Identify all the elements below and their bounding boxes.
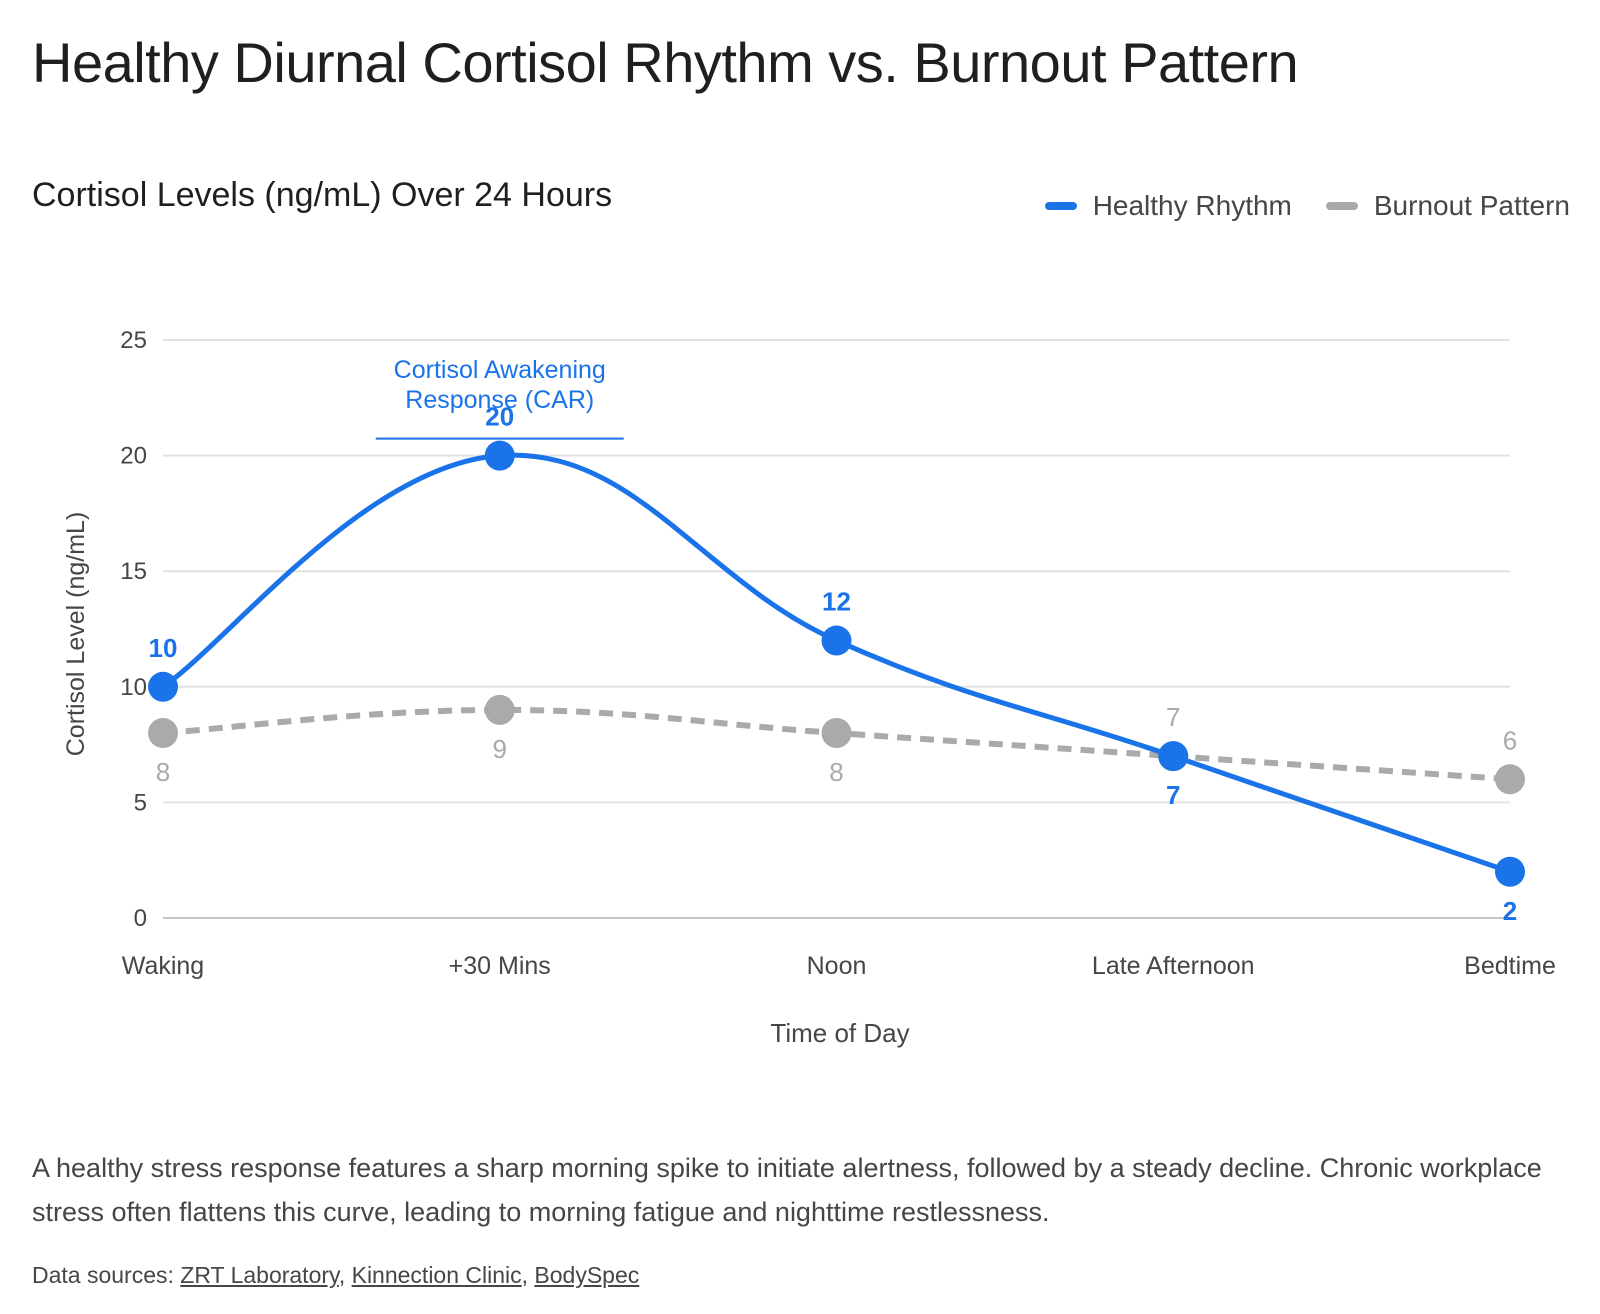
line-chart: 0 5 10 15 20 25 Waking +30 Mins Noon Late Aftern…: [62, 327, 1556, 1048]
series-line-healthy: [161, 452, 1511, 875]
x-axis-title: Time of Day: [770, 1018, 909, 1048]
source-link-zrt[interactable]: ZRT Laboratory: [180, 1262, 339, 1288]
x-tick-label: Waking: [122, 952, 204, 980]
data-point-burnout[interactable]: [1495, 764, 1525, 795]
data-sources: Data sources: ZRT Laboratory, Kinnection…: [32, 1262, 639, 1289]
data-point-burnout[interactable]: [148, 718, 178, 749]
y-tick-label: 10: [120, 674, 147, 701]
data-label-healthy: 7: [1166, 780, 1180, 810]
y-tick-label: 20: [120, 443, 147, 470]
legend-label-burnout: Burnout Pattern: [1373, 190, 1570, 221]
x-tick-label: Bedtime: [1464, 952, 1556, 980]
data-point-healthy[interactable]: [148, 671, 178, 702]
data-point-healthy[interactable]: [821, 625, 852, 656]
legend-item-healthy[interactable]: Healthy Rhythm: [1044, 190, 1292, 222]
data-point-healthy[interactable]: [484, 440, 515, 471]
y-tick-label: 5: [134, 789, 147, 816]
legend-item-burnout[interactable]: Burnout Pattern: [1325, 190, 1570, 222]
chart-caption: A healthy stress response features a sha…: [32, 1153, 1542, 1227]
data-label-burnout: 6: [1503, 725, 1517, 755]
data-label-burnout: 8: [829, 757, 843, 787]
x-tick-label: +30 Mins: [449, 952, 551, 980]
x-tick-label: Noon: [807, 952, 867, 980]
data-label-healthy: 12: [822, 587, 851, 617]
y-axis-title: Cortisol Level (ng/mL): [62, 512, 90, 757]
x-tick-label: Late Afternoon: [1092, 952, 1255, 980]
data-label-healthy: 10: [149, 633, 178, 663]
data-point-burnout[interactable]: [484, 694, 515, 725]
legend-label-healthy: Healthy Rhythm: [1092, 190, 1292, 221]
chart-title: Healthy Diurnal Cortisol Rhythm vs. Burn…: [32, 31, 1299, 94]
data-label-burnout: 9: [493, 734, 507, 764]
legend-swatch-burnout: [1325, 202, 1358, 210]
data-labels: 10 20 12 7 2 8 9 8 7 6: [149, 402, 1518, 926]
series-lines: [161, 452, 1511, 875]
data-label-burnout: 7: [1166, 702, 1180, 732]
y-tick-label: 15: [120, 558, 147, 585]
sources-prefix: Data sources:: [32, 1262, 181, 1288]
annotation-text: Cortisol Awakening: [394, 356, 606, 384]
data-label-healthy: 2: [1503, 896, 1517, 926]
legend: Healthy Rhythm Burnout Pattern: [1044, 190, 1570, 222]
y-tick-label: 25: [120, 327, 147, 354]
source-link-kinnection[interactable]: Kinnection Clinic: [351, 1262, 522, 1288]
x-axis-ticks: Waking +30 Mins Noon Late Afternoon Bedtime: [122, 952, 1556, 980]
data-label-burnout: 8: [156, 757, 170, 787]
sources-separator: ,: [521, 1262, 535, 1288]
legend-swatch-healthy: [1044, 202, 1077, 210]
y-axis-ticks: 0 5 10 15 20 25: [120, 327, 147, 932]
data-point-healthy[interactable]: [1495, 856, 1525, 887]
chart-subtitle: Cortisol Levels (ng/mL) Over 24 Hours: [32, 176, 613, 214]
source-link-bodyspec[interactable]: BodySpec: [534, 1262, 640, 1288]
annotation-text: Response (CAR): [405, 386, 594, 414]
data-label-healthy: 20: [485, 402, 514, 432]
data-point-burnout[interactable]: [821, 718, 852, 749]
grid-lines: [163, 339, 1510, 919]
sources-separator: ,: [338, 1262, 352, 1288]
y-tick-label: 0: [134, 905, 147, 932]
data-point-healthy[interactable]: [1158, 741, 1189, 772]
data-points: [148, 440, 1525, 887]
